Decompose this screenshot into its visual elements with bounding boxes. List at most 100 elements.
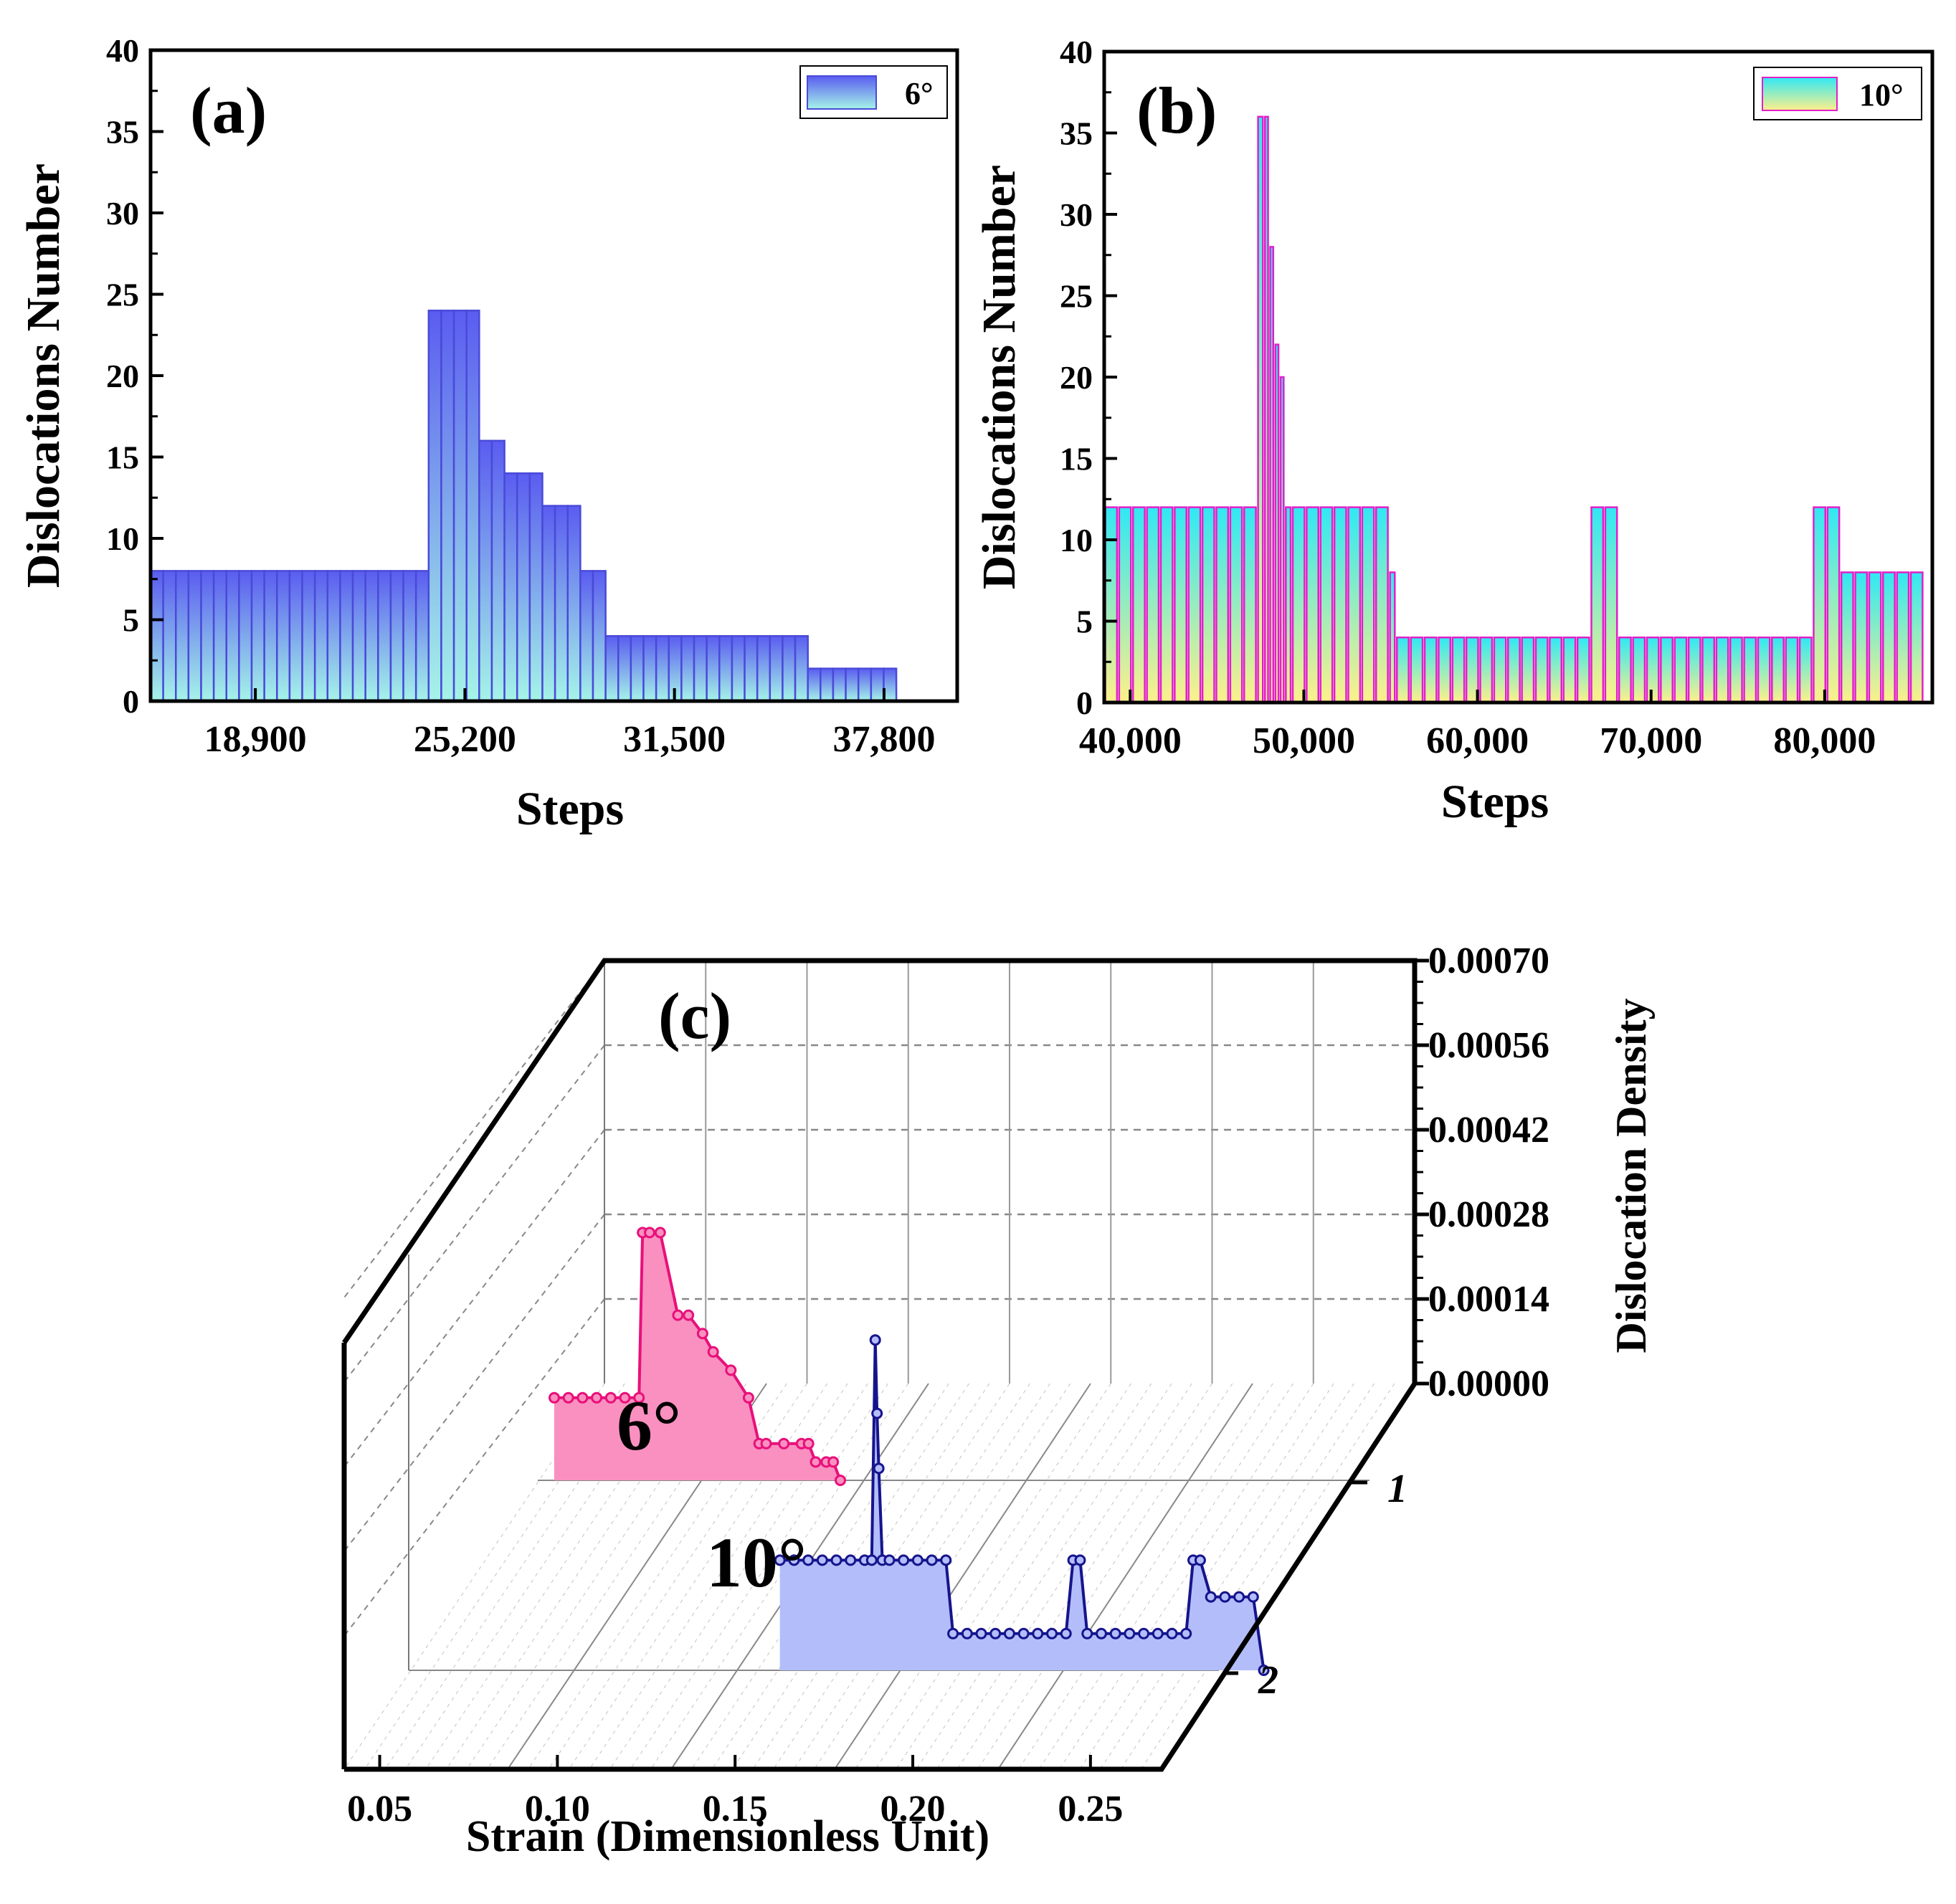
panel-b-bar-51 [1757, 636, 1771, 704]
panel-a-y-tick-label: 35 [106, 114, 139, 151]
panel-b-bar-36 [1549, 636, 1562, 704]
panel-c-floor-minor [650, 1383, 909, 1770]
panel-c-floor-minor [1038, 1383, 1294, 1770]
panel-c-axes: 0.00000 0.00014 0.00028 0.00042 0.00056 0.000… [341, 941, 1549, 1829]
panel-c-series-1-point [1074, 1554, 1086, 1566]
panel-c-row-tick-label: 2 [1258, 1658, 1278, 1703]
panel-c-series-1-point [845, 1554, 857, 1566]
panel-c-series-0-point [591, 1391, 603, 1404]
panel-a-bar-51 [794, 634, 809, 703]
panel-c-series-1-point [788, 1554, 800, 1566]
panel-a-bar-30 [528, 472, 543, 703]
panel-b-bar-44 [1660, 636, 1673, 704]
panel-b-bar-42 [1632, 636, 1646, 704]
panel-a-bar-16 [351, 570, 366, 703]
panel-b-bar-57 [1840, 571, 1854, 704]
panel-a-bar-45 [718, 634, 734, 703]
panel-a-legend-label: 6° [905, 76, 934, 111]
panel-c-floor-minor [548, 1383, 807, 1770]
panel-b-legend: 10° [1753, 67, 1922, 120]
panel-c-row-tick-label: 1 [1387, 1467, 1407, 1511]
panel-c-floor-minor [384, 1383, 645, 1770]
panel-b-bar-48 [1715, 636, 1729, 704]
panel-c-series-1-point [1060, 1627, 1072, 1639]
panel-a-bar-58 [883, 667, 898, 703]
panel-a-bar-49 [769, 634, 784, 703]
panel-c-z-tick-label: 0.00014 [1428, 1279, 1549, 1320]
panel-b-y-tick-label: 25 [1060, 278, 1093, 315]
panel-a-bar-55 [845, 667, 860, 703]
panel-c-series-0-point [802, 1437, 815, 1450]
panel-c-floor-minor [854, 1383, 1111, 1770]
panel-c-floor-minor [569, 1383, 828, 1770]
panel-b-bar-49 [1729, 636, 1743, 704]
panel-b-bar-29 [1451, 636, 1466, 704]
panel-c-series-0-area [554, 1232, 841, 1480]
panel-c-floor-minor [1120, 1383, 1375, 1770]
panel-b-y-tick-label: 40 [1060, 34, 1093, 70]
panel-b-y-tick-label: 20 [1060, 359, 1093, 396]
panel-a-bar-33 [566, 505, 581, 703]
panel-a-bar-5 [212, 570, 228, 703]
panel-c-z-tick-label: 0.00070 [1428, 941, 1549, 981]
panel-b-bar-21 [1347, 506, 1362, 704]
panel-b-bar-54 [1798, 636, 1813, 704]
panel-c-series-0-point [760, 1437, 772, 1450]
panel-a-bar-31 [541, 505, 556, 703]
panel-a-x-tick-label: 37,800 [832, 719, 935, 760]
panel-c-floor-minor [630, 1383, 888, 1770]
panel-b-bar-53 [1785, 636, 1799, 704]
panel-c-floor-minor [446, 1383, 706, 1770]
panel-c-series-0-point [644, 1227, 656, 1239]
panel-b-bar-1 [1118, 506, 1132, 704]
panel-c-series-1-point [869, 1334, 881, 1346]
panel-c-series-1-point [975, 1627, 987, 1639]
panel-a-x-tick-label: 31,500 [623, 719, 726, 760]
panel-c-label: (c) [658, 979, 731, 1052]
panel-a-bar-25 [465, 309, 480, 703]
panel-b-bar-56 [1826, 506, 1841, 704]
panel-c-series-label-10deg: 10° [706, 1523, 807, 1602]
panel-b-bar-22 [1361, 506, 1375, 704]
panel-c-z-label: Dislocation Density [1608, 999, 1655, 1353]
panel-b-x-tick-label: 50,000 [1253, 720, 1355, 761]
panel-a-y-axis: 0 5 10 15 20 25 30 35 40 [106, 32, 163, 720]
panel-b-bar-34 [1521, 636, 1535, 704]
panel-b-bar-18 [1306, 506, 1320, 704]
panel-c-z-tick-label: 0.00056 [1428, 1025, 1549, 1066]
panel-b-bar-23 [1375, 506, 1389, 704]
panel-b-x-label: Steps [1441, 776, 1549, 828]
panel-c-series-1-point [989, 1627, 1002, 1639]
panel-c-z-tick-label: 0.00042 [1428, 1110, 1549, 1151]
panel-c-floor-minor [343, 1383, 605, 1770]
panel-c-x-tick-label: 0.05 [347, 1789, 412, 1829]
panel-a-bar-3 [187, 570, 202, 703]
panel-b-histogram: 0 5 10 15 20 25 30 35 40 40,000 50,000 60,000 70,00… [973, 34, 1934, 828]
panel-a-bar-46 [731, 634, 746, 703]
panel-a-bar-19 [389, 570, 404, 703]
panel-a-bar-32 [554, 505, 569, 703]
panel-a-y-tick-label: 25 [106, 277, 139, 313]
panel-b-bar-0 [1104, 506, 1119, 704]
panel-c-floor-minor [609, 1383, 868, 1770]
panel-b-bar-11 [1257, 115, 1264, 704]
panel-c-floor-major [997, 1383, 1253, 1770]
panel-b-bar-6 [1187, 506, 1202, 704]
panel-c-series-0-point [549, 1391, 560, 1404]
panel-c-series-0-point [725, 1364, 737, 1376]
panel-b-bar-61 [1896, 571, 1910, 704]
panel-c-series-0-point [696, 1328, 708, 1340]
panel-c-series-1-point [1109, 1627, 1121, 1639]
panel-c-series-1-point [816, 1554, 828, 1566]
panel-c-series-1-point [898, 1554, 910, 1566]
panel-b-bar-13 [1269, 246, 1275, 704]
panel-b-bar-3 [1146, 506, 1160, 704]
panel-b-bar-20 [1333, 506, 1347, 704]
panel-c-series-1-point [940, 1554, 952, 1566]
panel-c-x-tick-label: 0.25 [1058, 1789, 1123, 1829]
panel-c-series-0-point [633, 1391, 645, 1404]
panel-c-series [549, 1227, 1270, 1676]
panel-b-label: (b) [1136, 74, 1217, 147]
panel-b-y-tick-label: 15 [1060, 441, 1093, 477]
panel-c-floor-minor [916, 1383, 1172, 1770]
